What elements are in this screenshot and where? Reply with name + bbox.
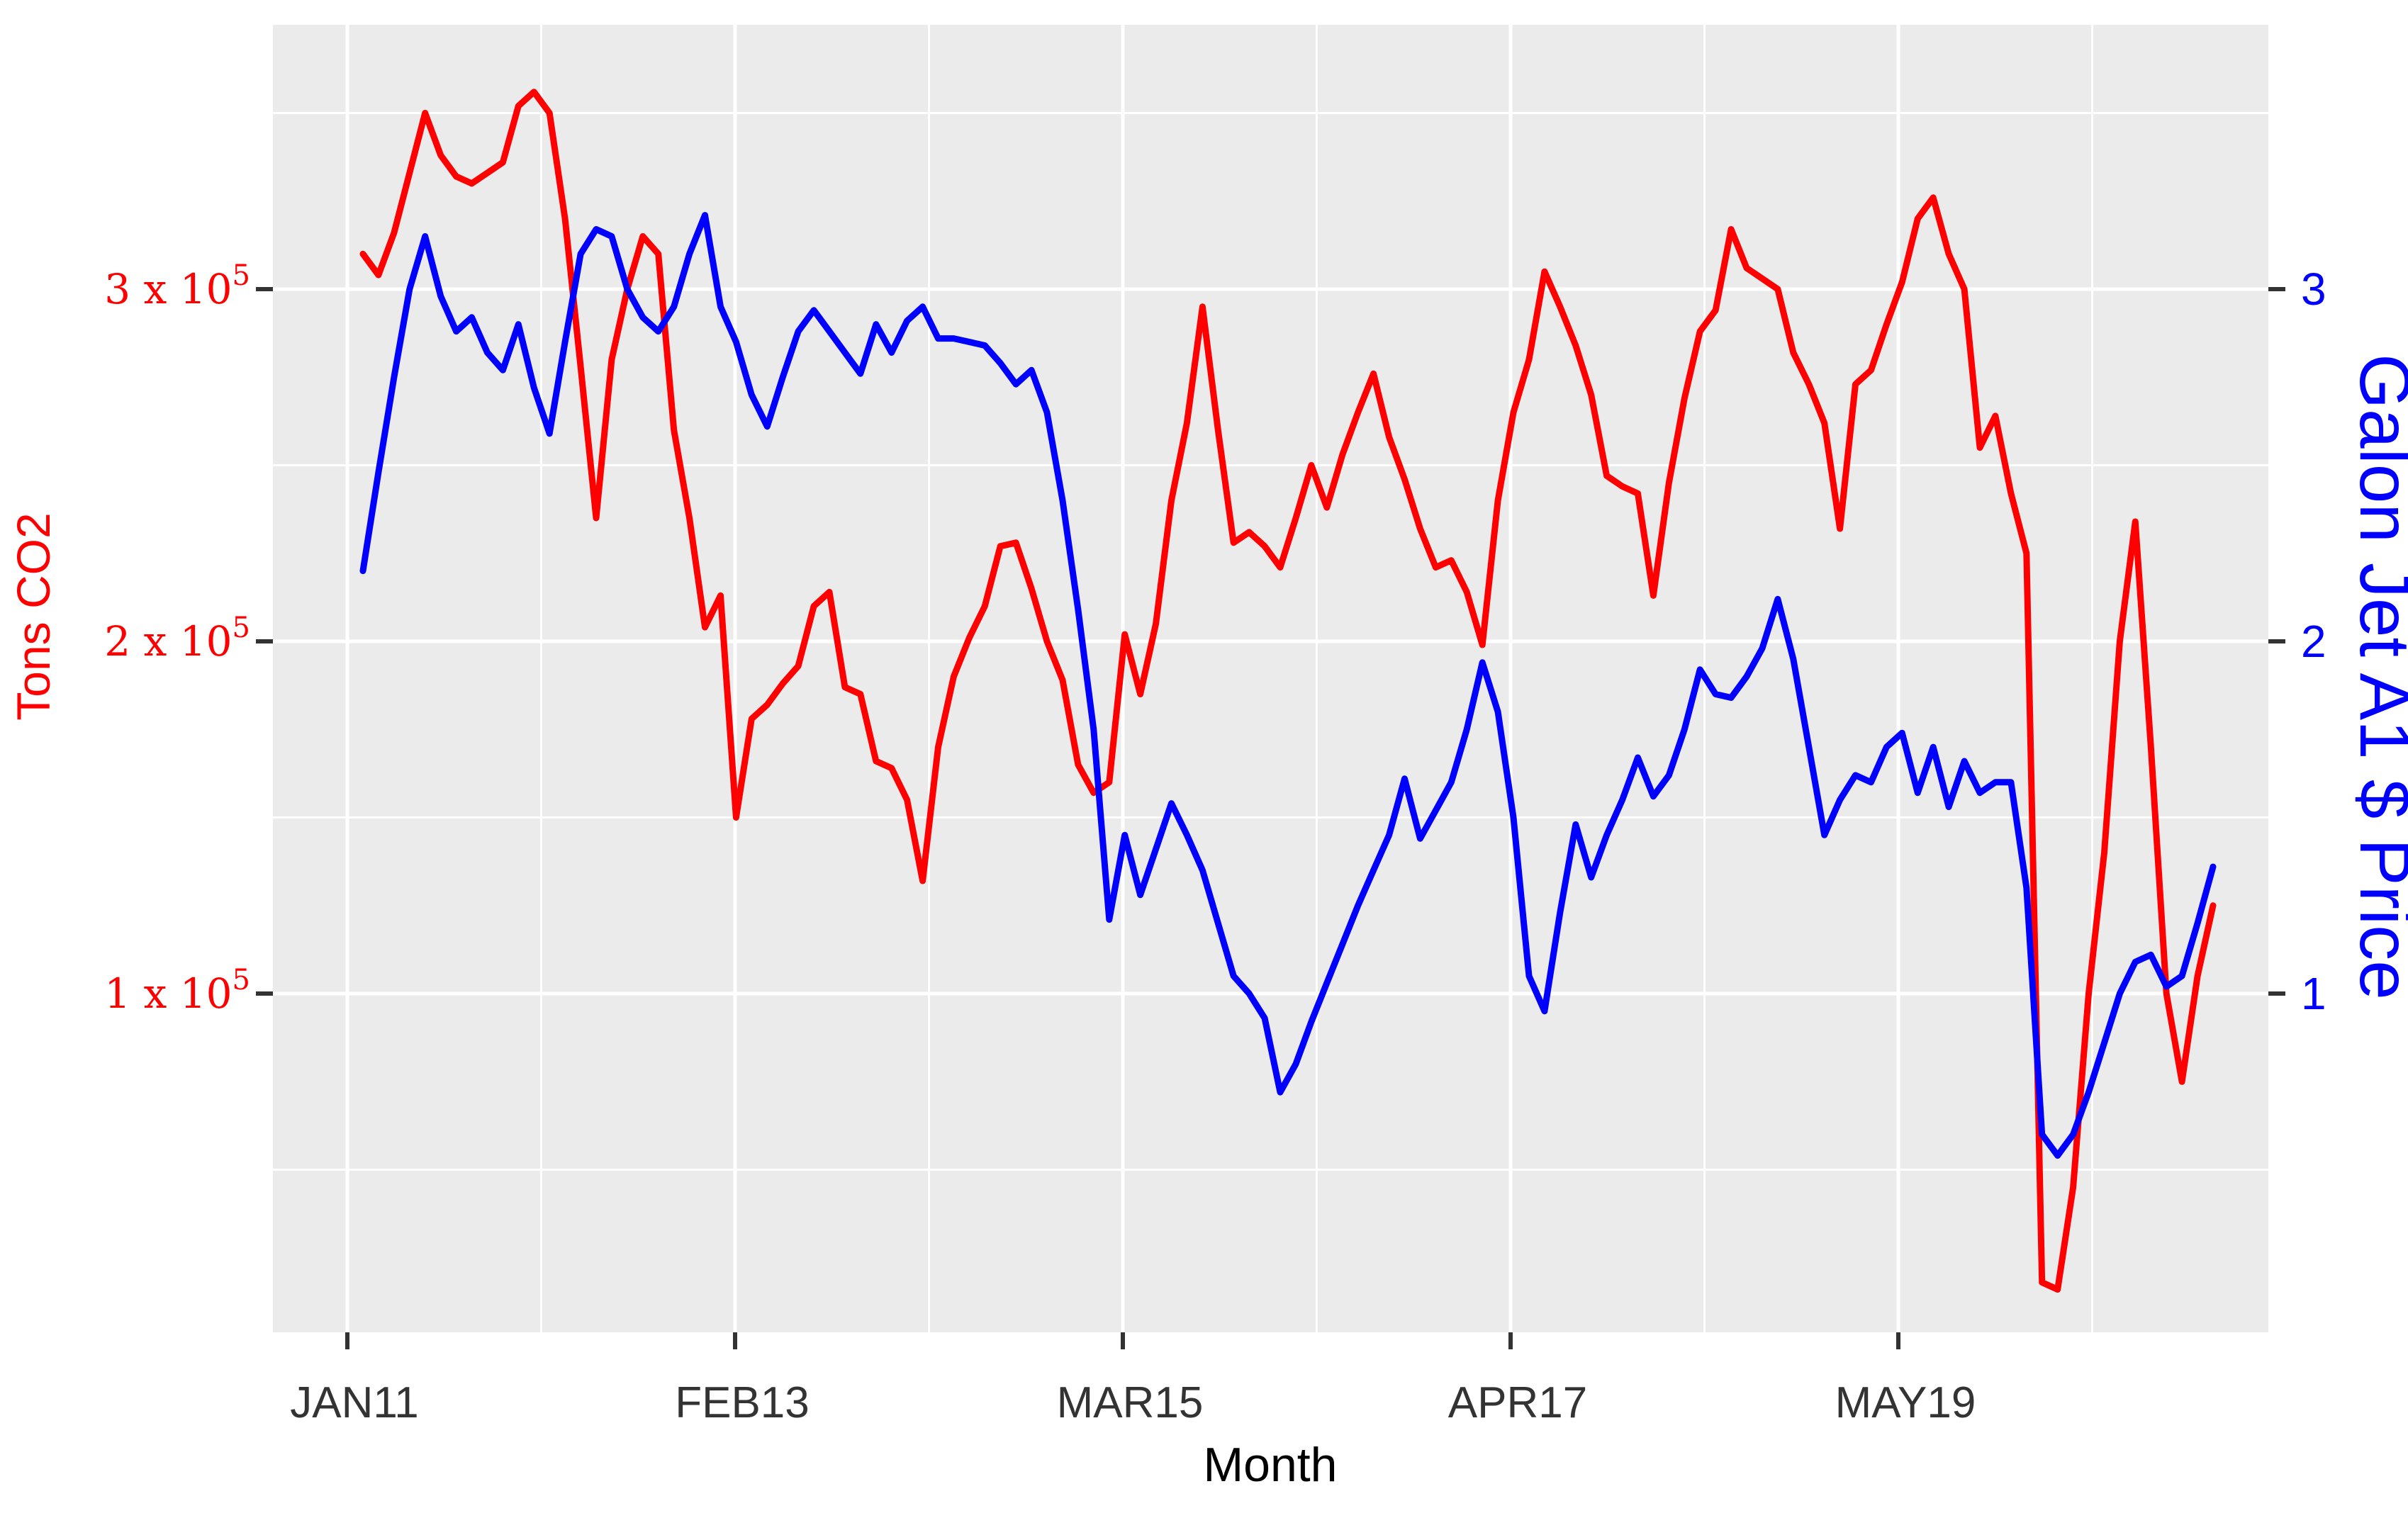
- y-axis-left-title: Tons CO2: [7, 512, 60, 720]
- y-axis-left-tick-label: 1 x 105: [104, 964, 250, 1018]
- y-axis-right-tick-label: 2: [2301, 616, 2326, 667]
- x-axis-tick-label: FEB13: [675, 1378, 810, 1427]
- x-axis-title: Month: [1204, 1438, 1338, 1492]
- y-axis-right-title: Galon Jet A1 $ Price: [2345, 354, 2408, 1000]
- x-axis-tick-label: APR17: [1448, 1378, 1587, 1427]
- x-axis-tick-label: MAY19: [1835, 1378, 1976, 1427]
- y-axis-left-tick-label: 3 x 105: [104, 259, 250, 313]
- x-axis-tick-label: JAN11: [290, 1378, 419, 1427]
- y-axis-right-tick-label: 1: [2301, 968, 2326, 1019]
- series-line-tons-co2: [359, 89, 2217, 1293]
- plot-panel: [273, 25, 2268, 1332]
- series-line-jet-a1-price: [359, 212, 2217, 1159]
- y-axis-right-tick-label: 3: [2301, 264, 2326, 315]
- y-axis-left-tick-label: 2 x 105: [104, 612, 250, 665]
- x-axis-tick-label: MAR15: [1057, 1378, 1204, 1427]
